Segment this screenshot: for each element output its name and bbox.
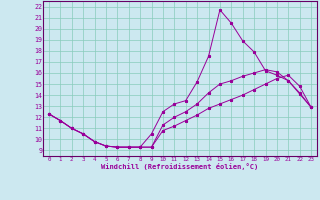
X-axis label: Windchill (Refroidissement éolien,°C): Windchill (Refroidissement éolien,°C) [101,163,259,170]
